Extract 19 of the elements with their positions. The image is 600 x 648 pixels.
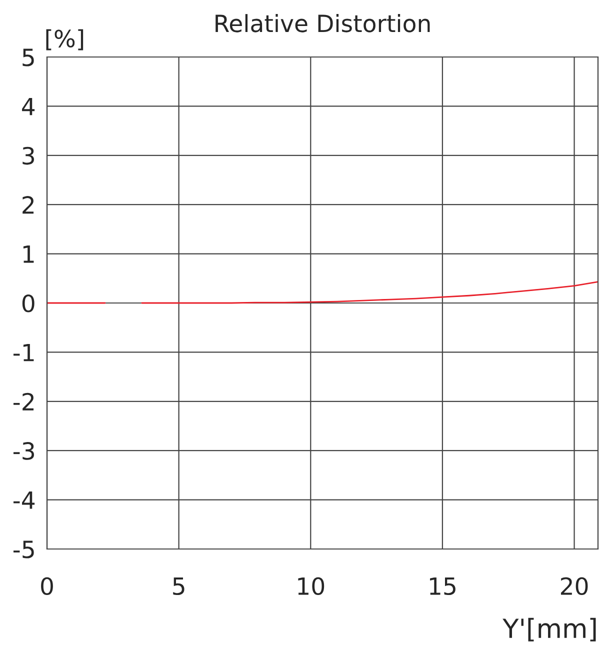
y-tick-label: 4: [22, 98, 35, 116]
x-tick-label: 5: [173, 578, 184, 596]
y-tick-label: -1: [14, 344, 34, 362]
x-tick-label: 0: [41, 577, 53, 596]
y-tick-label: -5: [14, 540, 34, 558]
y-tick-label: -4: [14, 492, 35, 509]
x-tick-label: 10: [298, 577, 324, 596]
x-tick-label: 20: [560, 577, 588, 596]
y-axis-title: [%]: [46, 29, 84, 50]
chart-title: Relative Distortion: [216, 14, 430, 32]
x-tick-label: 15: [430, 578, 456, 596]
y-tick-label: 1: [23, 246, 34, 263]
y-tick-label: 5: [22, 48, 34, 66]
x-axis-title: Y'[mm]: [502, 618, 596, 642]
y-tick-label: -2: [14, 392, 34, 410]
y-tick-label: 2: [22, 196, 34, 214]
y-tick-label: 3: [22, 146, 34, 165]
y-tick-label: -3: [14, 442, 34, 460]
y-tick-label: 0: [22, 294, 34, 312]
